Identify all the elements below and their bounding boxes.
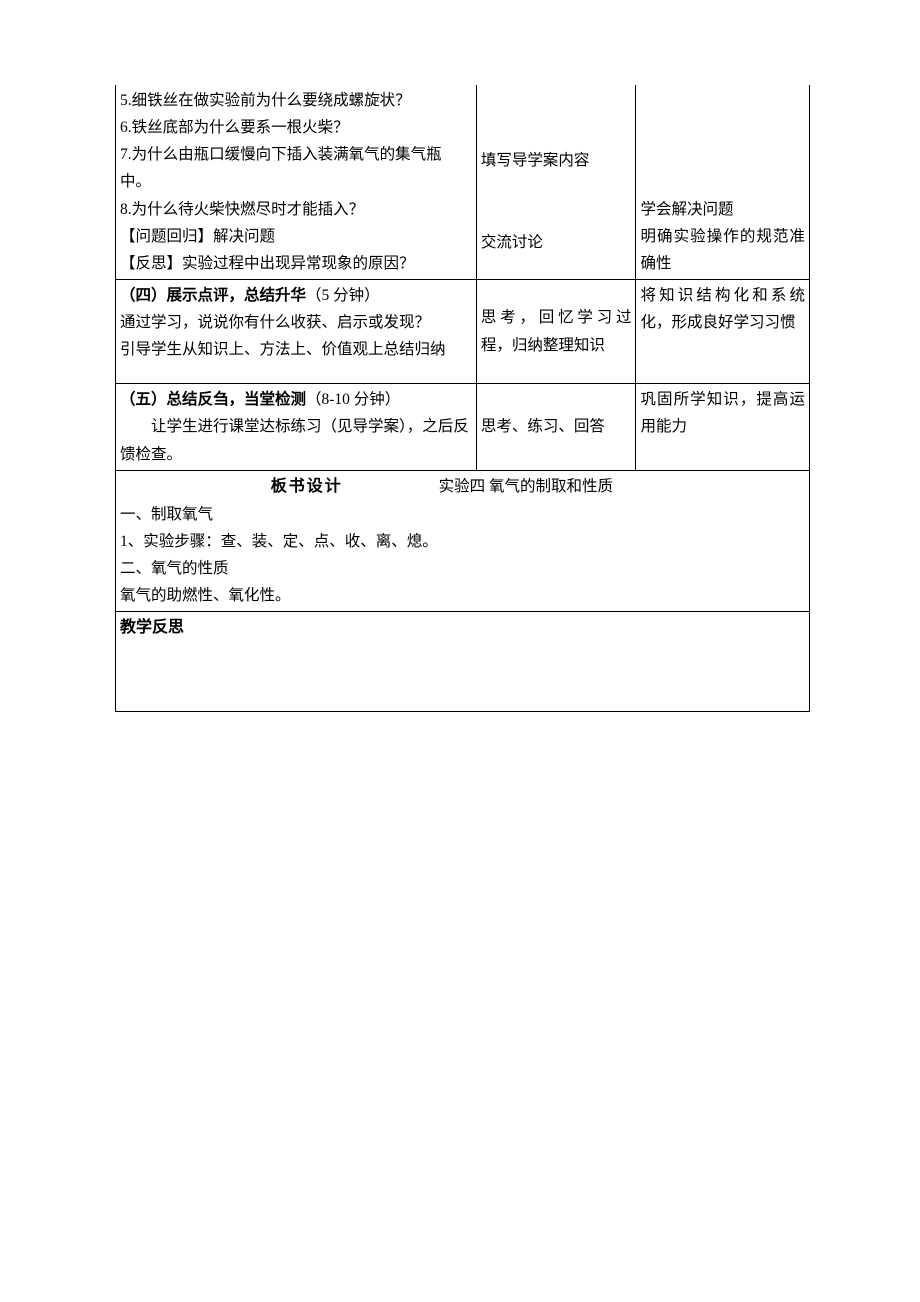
student-activity-cell: 填写导学案内容 交流讨论 (476, 85, 636, 279)
text-line: 思考，回忆学习过程，归纳整理知识 (481, 304, 632, 358)
purpose-cell: 巩固所学知识，提高运用能力 (636, 384, 810, 470)
reflection-row: 教学反思 (116, 612, 810, 712)
text-line: 将知识结构化和系统化，形成良好学习习惯 (640, 282, 805, 336)
board-design-title: 实验四 氧气的制取和性质 (439, 478, 613, 495)
text-line: 6.铁丝底部为什么要系一根火柴？ (120, 114, 472, 141)
heading-text: （四）展示点评，总结升华 (120, 287, 306, 304)
lesson-plan-table: 5.细铁丝在做实验前为什么要绕成螺旋状？ 6.铁丝底部为什么要系一根火柴？ 7.… (115, 85, 810, 712)
text-line: 【问题回归】解决问题 (120, 223, 472, 250)
text-line: 巩固所学知识，提高运用能力 (640, 386, 805, 440)
reflection-title: 教学反思 (120, 614, 805, 642)
text-line: 学会解决问题 (640, 196, 805, 223)
text-line: 二、氧气的性质 (120, 555, 805, 582)
table-row: （四）展示点评，总结升华（5 分钟） 通过学习，说说你有什么收获、启示或发现？ … (116, 279, 810, 383)
text-line: 一、制取氧气 (120, 501, 805, 528)
text-line: 填写导学案内容 (481, 147, 632, 174)
student-activity-cell: 思考，回忆学习过程，归纳整理知识 (476, 279, 636, 383)
table-row: （五）总结反刍，当堂检测（8-10 分钟） 让学生进行课堂达标练习（见导学案），… (116, 384, 810, 470)
table-row: 5.细铁丝在做实验前为什么要绕成螺旋状？ 6.铁丝底部为什么要系一根火柴？ 7.… (116, 85, 810, 279)
text-line: 通过学习，说说你有什么收获、启示或发现？ (120, 309, 472, 336)
board-design-label: 板书设计 (271, 478, 343, 495)
text-line: 引导学生从知识上、方法上、价值观上总结归纳 (120, 336, 472, 381)
purpose-cell: 将知识结构化和系统化，形成良好学习习惯 (636, 279, 810, 383)
text-line: 交流讨论 (481, 229, 632, 256)
text-line: 【反思】实验过程中出现异常现象的原因？ (120, 250, 472, 277)
text-line: 7.为什么由瓶口缓慢向下插入装满氧气的集气瓶中。 (120, 141, 472, 195)
text-line: 8.为什么待火柴快燃尽时才能插入？ (120, 196, 472, 223)
reflection-cell: 教学反思 (116, 612, 810, 712)
board-design-cell: 板书设计 实验四 氧气的制取和性质 一、制取氧气 1、实验步骤：查、装、定、点、收… (116, 470, 810, 612)
heading-suffix: （5 分钟） (306, 287, 380, 304)
student-activity-cell: 思考、练习、回答 (476, 384, 636, 470)
section-heading: （四）展示点评，总结升华（5 分钟） (120, 282, 472, 309)
text-line: 氧气的助燃性、氧化性。 (120, 582, 805, 609)
heading-text: （五）总结反刍，当堂检测 (120, 391, 306, 408)
section-heading: （五）总结反刍，当堂检测（8-10 分钟） (120, 386, 472, 413)
text-line: 思考、练习、回答 (481, 413, 632, 440)
activity-cell: （四）展示点评，总结升华（5 分钟） 通过学习，说说你有什么收获、启示或发现？ … (116, 279, 477, 383)
board-header-line: 板书设计 实验四 氧气的制取和性质 (120, 473, 805, 501)
board-design-row: 板书设计 实验四 氧气的制取和性质 一、制取氧气 1、实验步骤：查、装、定、点、收… (116, 470, 810, 612)
text-line: 1、实验步骤：查、装、定、点、收、离、熄。 (120, 528, 805, 555)
text-line: 5.细铁丝在做实验前为什么要绕成螺旋状？ (120, 87, 472, 114)
activity-cell: 5.细铁丝在做实验前为什么要绕成螺旋状？ 6.铁丝底部为什么要系一根火柴？ 7.… (116, 85, 477, 279)
text-line: 让学生进行课堂达标练习（见导学案），之后反馈检查。 (120, 413, 472, 467)
purpose-cell: 学会解决问题 明确实验操作的规范准确性 (636, 85, 810, 279)
heading-suffix: （8-10 分钟） (306, 391, 400, 408)
activity-cell: （五）总结反刍，当堂检测（8-10 分钟） 让学生进行课堂达标练习（见导学案），… (116, 384, 477, 470)
text-line: 明确实验操作的规范准确性 (640, 223, 805, 277)
